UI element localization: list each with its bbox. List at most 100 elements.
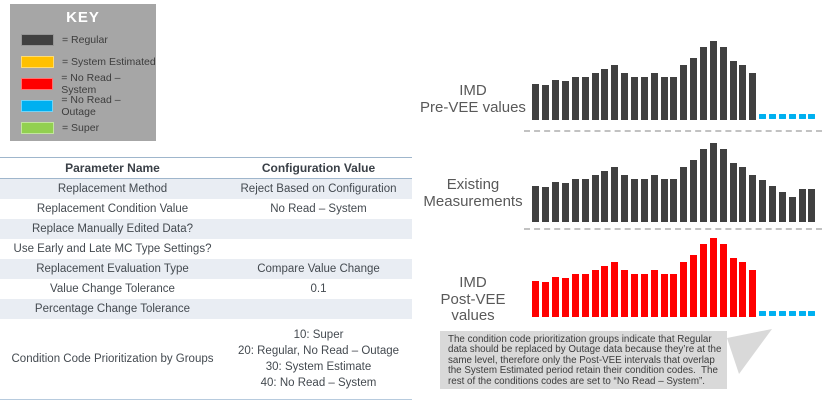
bar-slot	[768, 232, 778, 317]
table-header-row: Parameter Name Configuration Value	[0, 157, 412, 179]
outage-dash	[798, 311, 806, 316]
bar-slot	[738, 35, 748, 120]
chart-post-vee-bars	[531, 232, 817, 317]
bar-slot	[738, 232, 748, 317]
bar	[581, 77, 589, 120]
configuration-value-cell	[225, 219, 412, 239]
bar	[611, 167, 619, 222]
bar	[640, 77, 648, 120]
configuration-value-line: 30: System Estimate	[265, 361, 372, 373]
bar-slot	[639, 35, 649, 120]
bar-slot	[659, 137, 669, 222]
callout-pointer	[727, 329, 772, 374]
bar-slot	[649, 137, 659, 222]
bar	[719, 149, 727, 222]
legend-item: = No Read – System	[10, 72, 156, 96]
legend-swatch	[21, 56, 54, 68]
legend-item: = Super	[10, 117, 156, 139]
bar	[650, 175, 658, 222]
bar	[719, 47, 727, 120]
outage-dash	[759, 311, 767, 316]
callout-text-line: The condition code prioritization groups…	[448, 334, 712, 345]
bar	[808, 189, 816, 222]
bar-slot	[580, 232, 590, 317]
bar-slot	[689, 232, 699, 317]
legend-item: = Regular	[10, 29, 156, 51]
outage-dash	[759, 114, 767, 119]
bar	[562, 81, 569, 120]
bar-slot	[649, 232, 659, 317]
bar	[788, 197, 796, 222]
bar-slot	[610, 35, 620, 120]
legend-swatch	[21, 78, 54, 90]
bar-slot	[551, 35, 561, 120]
bar	[640, 179, 648, 222]
table-row: Condition Code Prioritization by Groups 1…	[0, 319, 412, 400]
bar-slot	[758, 137, 768, 222]
bar-slot	[679, 137, 689, 222]
bar-slot	[580, 137, 590, 222]
bar	[680, 65, 688, 120]
bar-slot	[541, 35, 551, 120]
bar-slot	[659, 35, 669, 120]
bar-slot	[718, 35, 728, 120]
parameter-name-cell: Replacement Condition Value	[36, 203, 189, 215]
bar	[670, 179, 678, 222]
callout-text-line: same level, therefore only the Post-VEE …	[448, 354, 715, 366]
bar-slot	[590, 137, 600, 222]
bar	[650, 270, 658, 317]
outage-dash	[808, 311, 816, 316]
bar	[562, 183, 569, 222]
bar	[552, 277, 560, 317]
callout-text-line: the System Estimated period retain their…	[448, 365, 718, 377]
bar	[591, 175, 599, 222]
outage-dash	[788, 114, 796, 119]
bar-slot	[669, 137, 679, 222]
configuration-value-cell: Compare Value Change	[257, 263, 380, 275]
bar	[729, 61, 737, 120]
bar-slot	[807, 35, 817, 120]
bar-slot	[561, 137, 571, 222]
bar	[690, 160, 698, 222]
bar-slot	[797, 137, 807, 222]
legend-title: KEY	[66, 9, 100, 26]
bar	[552, 182, 560, 222]
bar-slot	[659, 232, 669, 317]
outage-dash	[769, 114, 777, 119]
bar	[729, 163, 737, 222]
parameter-name-cell: Value Change Tolerance	[50, 283, 175, 295]
bar-slot	[649, 35, 659, 120]
bar-slot	[620, 35, 630, 120]
callout-text-line: data should be replaced by Outage data b…	[448, 344, 722, 356]
outage-dash	[778, 311, 786, 316]
bar-slot	[797, 232, 807, 317]
bar-slot	[551, 137, 561, 222]
bar-slot	[768, 35, 778, 120]
table-row: Value Change Tolerance 0.1	[0, 279, 412, 299]
bar	[621, 270, 629, 317]
bar-slot	[689, 35, 699, 120]
configuration-value-cell: 0.1	[310, 283, 327, 295]
bar	[700, 149, 708, 222]
bar-slot	[777, 232, 787, 317]
bar-slot	[758, 232, 768, 317]
chart-pre-vee-bars	[531, 35, 817, 120]
bar-slot	[570, 232, 580, 317]
bar-slot	[797, 35, 807, 120]
bar	[690, 255, 698, 317]
bar-slot	[570, 35, 580, 120]
bar-slot	[728, 232, 738, 317]
bar-slot	[748, 35, 758, 120]
bar	[591, 73, 599, 120]
bar	[680, 262, 688, 317]
bar-slot	[590, 232, 600, 317]
bar-slot	[689, 137, 699, 222]
bar	[670, 77, 678, 120]
chart-label-line: IMD	[459, 82, 487, 99]
bar	[542, 85, 550, 120]
chart-label-line: Pre-VEE values	[420, 98, 526, 116]
table-row: Replacement Condition Value No Read – Sys…	[0, 199, 412, 219]
table-row: Percentage Change Tolerance	[0, 299, 412, 319]
bar-slot	[699, 35, 709, 120]
configuration-value-line: 40: No Read – System	[260, 377, 377, 389]
